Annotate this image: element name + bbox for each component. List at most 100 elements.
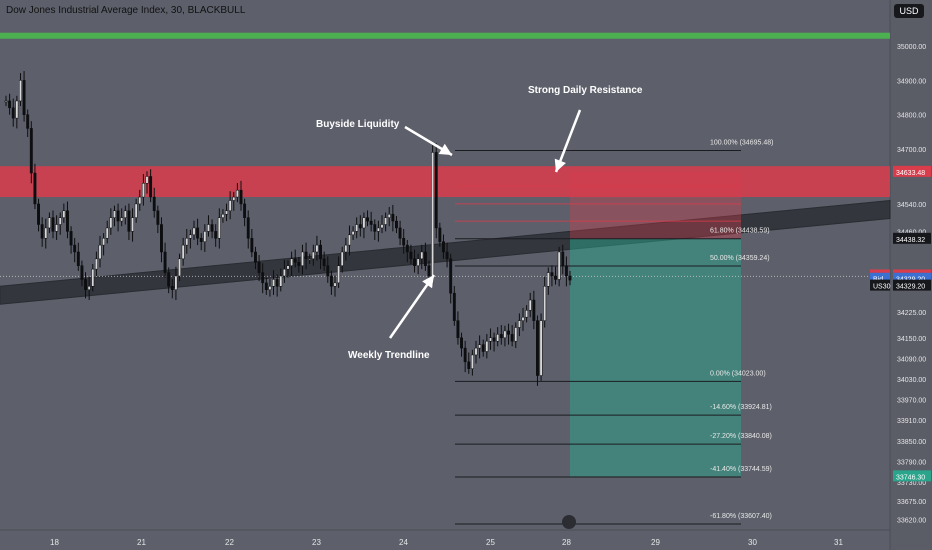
candle-body: [80, 265, 84, 280]
candle-body: [460, 337, 463, 349]
candle-body: [239, 189, 243, 205]
candle-body: [348, 234, 351, 246]
x-tick-label: 24: [399, 538, 408, 547]
candle-body: [293, 258, 297, 263]
y-tick-label: 33850.00: [897, 439, 926, 446]
stop-loss-zone: [570, 171, 741, 239]
candle-body: [160, 224, 163, 253]
y-tick-label: 33620.00: [897, 518, 926, 525]
take-profit-zone: [570, 238, 741, 477]
candle-body: [257, 262, 261, 273]
candle-body: [268, 286, 272, 290]
candle-body: [492, 337, 496, 342]
arrow-trendline: [388, 274, 436, 339]
candle-body: [196, 227, 200, 239]
candle-body: [279, 275, 283, 287]
candle-body: [55, 224, 59, 232]
candle-body: [120, 217, 124, 222]
candle-body: [564, 265, 568, 277]
candle-body: [503, 330, 507, 339]
candle-body: [489, 337, 492, 342]
candle-body: [178, 258, 181, 277]
candle-body: [185, 237, 189, 246]
y-tick-label: 33730.00: [897, 480, 926, 487]
candle-body: [91, 268, 95, 287]
price-tag-bg: [893, 470, 931, 482]
candle-body: [319, 244, 322, 260]
candle-body: [326, 265, 330, 277]
candle-body: [152, 196, 156, 212]
candle-body: [485, 340, 489, 352]
candle-body: [261, 272, 265, 284]
candle-body: [4, 100, 8, 103]
candle-body: [228, 200, 232, 212]
fib-level-label: -41.40% (33744.59): [710, 466, 772, 473]
candle-body: [109, 217, 113, 229]
candle-body: [546, 272, 550, 287]
price-tag-value: 34438.32: [896, 237, 925, 244]
x-tick-label: 29: [651, 538, 660, 547]
candle-body: [463, 347, 467, 363]
candle-body: [203, 231, 207, 242]
candle-body: [337, 265, 341, 284]
candle-body: [539, 320, 543, 376]
candle-body: [170, 286, 174, 290]
candle-body: [366, 217, 369, 222]
candle-body: [438, 227, 442, 242]
candle-body: [40, 224, 44, 239]
candle-body: [561, 251, 565, 266]
candle-body: [554, 275, 557, 280]
candle-body: [333, 282, 337, 287]
x-tick-label: 21: [137, 538, 146, 547]
fib-level-label: 0.00% (34023.00): [710, 370, 766, 377]
candle-body: [149, 176, 153, 198]
candle-body: [311, 251, 315, 260]
y-tick-label: 34800.00: [897, 113, 926, 120]
candle-body: [116, 210, 120, 222]
candle-body: [232, 196, 236, 201]
candle-body: [192, 227, 196, 236]
candle-body: [272, 279, 275, 287]
candle-body: [308, 258, 312, 261]
y-tick-label: 34900.00: [897, 78, 926, 85]
candle-body: [409, 251, 413, 260]
candle-body: [181, 244, 185, 260]
fib-level-label: -61.80% (33607.40): [710, 513, 772, 520]
candle-body: [510, 334, 514, 342]
price-tag-value: 34633.48: [896, 170, 925, 177]
candle-body: [15, 100, 19, 119]
arrow-resistance-head: [554, 158, 566, 172]
x-tick-label: 30: [748, 538, 757, 547]
candle-body: [467, 361, 471, 369]
candle-body: [66, 210, 69, 232]
y-tick-label: 34150.00: [897, 336, 926, 343]
arrow-buyside-head: [438, 143, 452, 155]
candle-body: [391, 213, 395, 222]
candle-body: [517, 320, 521, 328]
candle-body: [351, 231, 355, 236]
currency-button[interactable]: USD: [894, 4, 924, 18]
candle-body: [37, 203, 40, 225]
chart-title: Dow Jones Industrial Average Index, 30, …: [6, 5, 246, 16]
candle-body: [127, 210, 131, 232]
y-tick-label: 34030.00: [897, 377, 926, 384]
candle-body: [210, 224, 214, 232]
daily-level-band: [0, 32, 890, 39]
candle-body: [362, 217, 366, 229]
price-tag-value: 34329.20: [896, 284, 925, 291]
candle-body: [416, 258, 420, 266]
y-tick-label: 34090.00: [897, 356, 926, 363]
candle-body: [141, 183, 145, 198]
y-tick-label: 33675.00: [897, 499, 926, 506]
candle-body: [304, 251, 308, 260]
fib-level-label: 100.00% (34695.48): [710, 140, 773, 147]
candle-body: [532, 299, 536, 321]
candle-body: [474, 347, 478, 356]
x-tick-label: 25: [486, 538, 495, 547]
candle-body: [207, 224, 210, 232]
candle-body: [225, 210, 228, 215]
candle-body: [69, 231, 73, 246]
y-tick-label: 33790.00: [897, 459, 926, 466]
candle-body: [434, 152, 438, 229]
